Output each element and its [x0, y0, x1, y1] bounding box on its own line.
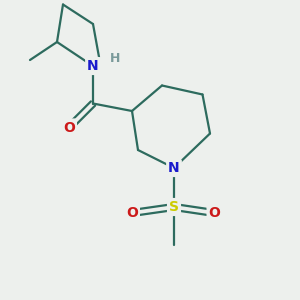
Text: S: S	[169, 200, 179, 214]
Text: O: O	[126, 206, 138, 220]
Text: O: O	[63, 121, 75, 134]
Text: N: N	[168, 161, 180, 175]
Text: N: N	[87, 59, 99, 73]
Text: O: O	[208, 206, 220, 220]
Text: H: H	[110, 52, 121, 65]
